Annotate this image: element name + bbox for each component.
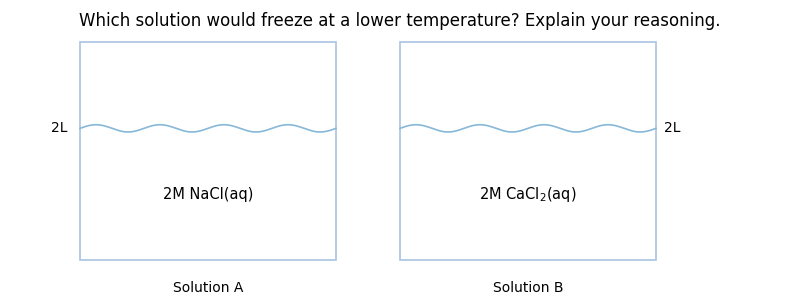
Text: Solution A: Solution A xyxy=(173,281,243,295)
Text: 2M CaCl$_2$(aq): 2M CaCl$_2$(aq) xyxy=(479,185,577,204)
Text: 2L: 2L xyxy=(51,121,68,135)
Text: Solution B: Solution B xyxy=(493,281,563,295)
Text: 2L: 2L xyxy=(664,121,681,135)
Text: 2M NaCl(aq): 2M NaCl(aq) xyxy=(163,187,253,202)
Bar xyxy=(80,42,336,260)
Bar xyxy=(400,42,656,260)
Text: Which solution would freeze at a lower temperature? Explain your reasoning.: Which solution would freeze at a lower t… xyxy=(79,12,721,30)
